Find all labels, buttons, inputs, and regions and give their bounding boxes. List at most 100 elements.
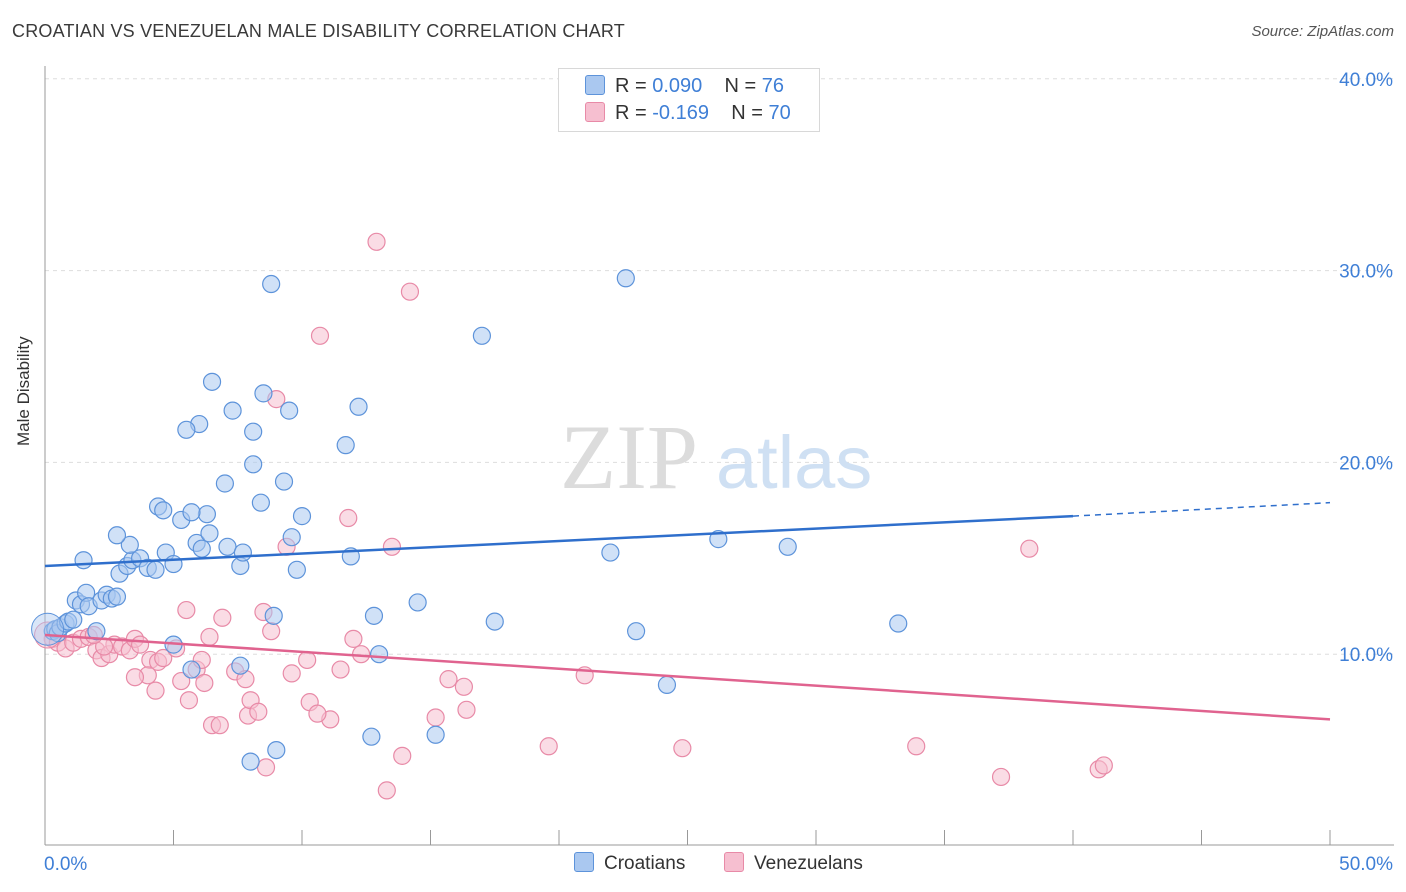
- venezuelan-point: [454, 677, 474, 696]
- venezuelan-point: [439, 670, 458, 689]
- venezuelan-point: [367, 232, 386, 251]
- croatian-point: [215, 474, 234, 493]
- venezuelan-point: [400, 282, 420, 301]
- venezuelan-point: [339, 508, 358, 528]
- series-legend: Croatians Venezuelans: [0, 852, 1406, 878]
- croatian-point: [426, 725, 445, 744]
- croatian-point: [197, 505, 217, 524]
- venezuelans-legend-swatch: [724, 852, 744, 872]
- croatian-point: [244, 455, 263, 474]
- croatian-point: [282, 528, 301, 547]
- croatian-point: [192, 539, 211, 558]
- x-tick-label: 0.0%: [44, 854, 87, 875]
- trend-lines: [44, 501, 1331, 721]
- croatians-trend-line: [44, 514, 1074, 568]
- croatians-swatch: [585, 75, 605, 95]
- croatian-point: [107, 526, 127, 545]
- y-tick-label: 40.0%: [1339, 70, 1393, 91]
- x-tick-label: 50.0%: [1339, 854, 1393, 875]
- croatian-point: [626, 622, 646, 641]
- croatian-point: [87, 622, 106, 641]
- croatian-point: [200, 524, 219, 543]
- venezuelan-point: [673, 739, 692, 758]
- axes: [44, 66, 1394, 846]
- venezuelan-point: [282, 664, 301, 683]
- legend-row-croatians: R = 0.090 N = 76: [585, 75, 784, 98]
- legend-item-venezuelans[interactable]: Venezuelans: [724, 852, 863, 875]
- croatian-point: [218, 537, 237, 556]
- venezuelan-point: [256, 758, 276, 777]
- croatians-legend-swatch: [574, 852, 594, 872]
- venezuelan-point: [310, 326, 330, 345]
- venezuelan-point: [331, 660, 350, 679]
- venezuelan-point: [146, 681, 165, 700]
- venezuelan-point: [298, 650, 317, 670]
- croatian-point: [233, 543, 252, 562]
- croatian-point: [657, 675, 677, 694]
- y-tick-label: 20.0%: [1339, 453, 1393, 474]
- croatian-point: [241, 752, 260, 771]
- venezuelan-point: [262, 622, 281, 641]
- croatian-point: [164, 554, 183, 574]
- croatian-point: [182, 503, 201, 522]
- croatian-point: [616, 269, 635, 288]
- croatian-point: [251, 493, 270, 512]
- venezuelan-point: [125, 668, 145, 687]
- venezuelan-point: [195, 673, 214, 693]
- croatian-point: [364, 606, 384, 625]
- venezuelan-point: [154, 648, 173, 668]
- croatian-point: [74, 551, 93, 570]
- chart-title: CROATIAN VS VENEZUELAN MALE DISABILITY C…: [12, 21, 625, 41]
- croatian-point: [370, 645, 389, 664]
- venezuelans-swatch: [585, 102, 605, 122]
- croatian-point: [472, 326, 491, 345]
- croatian-point: [264, 606, 283, 625]
- venezuelan-point: [177, 600, 196, 620]
- croatian-point: [231, 656, 250, 675]
- watermark-atlas: atlas: [716, 421, 872, 504]
- croatian-point: [408, 593, 427, 612]
- croatian-point: [485, 612, 504, 631]
- venezuelan-point: [393, 746, 412, 765]
- venezuelan-point: [249, 702, 268, 721]
- croatian-point: [223, 401, 242, 420]
- croatian-point: [31, 612, 65, 646]
- croatian-point: [202, 372, 222, 391]
- venezuelan-point: [457, 700, 476, 719]
- venezuelan-point: [382, 537, 402, 556]
- croatian-point: [362, 727, 381, 746]
- venezuelan-point: [1020, 539, 1039, 558]
- legend-item-croatians[interactable]: Croatians: [574, 852, 685, 875]
- source-label: Source: ZipAtlas.com: [1251, 23, 1394, 40]
- venezuelan-point: [200, 627, 219, 647]
- croatian-point: [254, 384, 273, 403]
- croatian-point: [280, 401, 299, 420]
- croatian-point: [177, 420, 196, 439]
- croatian-point: [107, 587, 127, 606]
- croatian-point: [244, 422, 263, 441]
- croatian-point: [182, 660, 201, 679]
- croatian-point: [336, 436, 355, 455]
- croatian-point: [287, 560, 306, 579]
- venezuelan-point: [991, 767, 1011, 787]
- y-tick-label: 10.0%: [1339, 645, 1393, 666]
- venezuelan-point: [179, 691, 199, 710]
- croatian-point: [64, 610, 83, 629]
- tick-labels: 10.0% 20.0% 30.0% 40.0% 0.0% 50.0%: [44, 70, 1393, 875]
- venezuelan-point: [377, 781, 396, 800]
- watermark: ZIP atlas: [560, 406, 872, 508]
- y-tick-label: 30.0%: [1339, 262, 1393, 283]
- venezuelan-point: [426, 708, 445, 727]
- venezuelan-point: [1094, 756, 1113, 775]
- croatian-point: [154, 501, 173, 520]
- croatian-point: [709, 530, 728, 549]
- croatian-point: [262, 274, 281, 294]
- legend-row-venezuelans: R = -0.169 N = 70: [585, 102, 791, 125]
- croatians-trend-extension: [1072, 501, 1331, 517]
- croatian-point: [349, 397, 368, 416]
- correlation-legend: R = 0.090 N = 76 R = -0.169 N = 70: [558, 68, 820, 132]
- watermark-zip: ZIP: [560, 406, 698, 508]
- venezuelan-point: [907, 737, 926, 756]
- croatian-point: [889, 614, 908, 633]
